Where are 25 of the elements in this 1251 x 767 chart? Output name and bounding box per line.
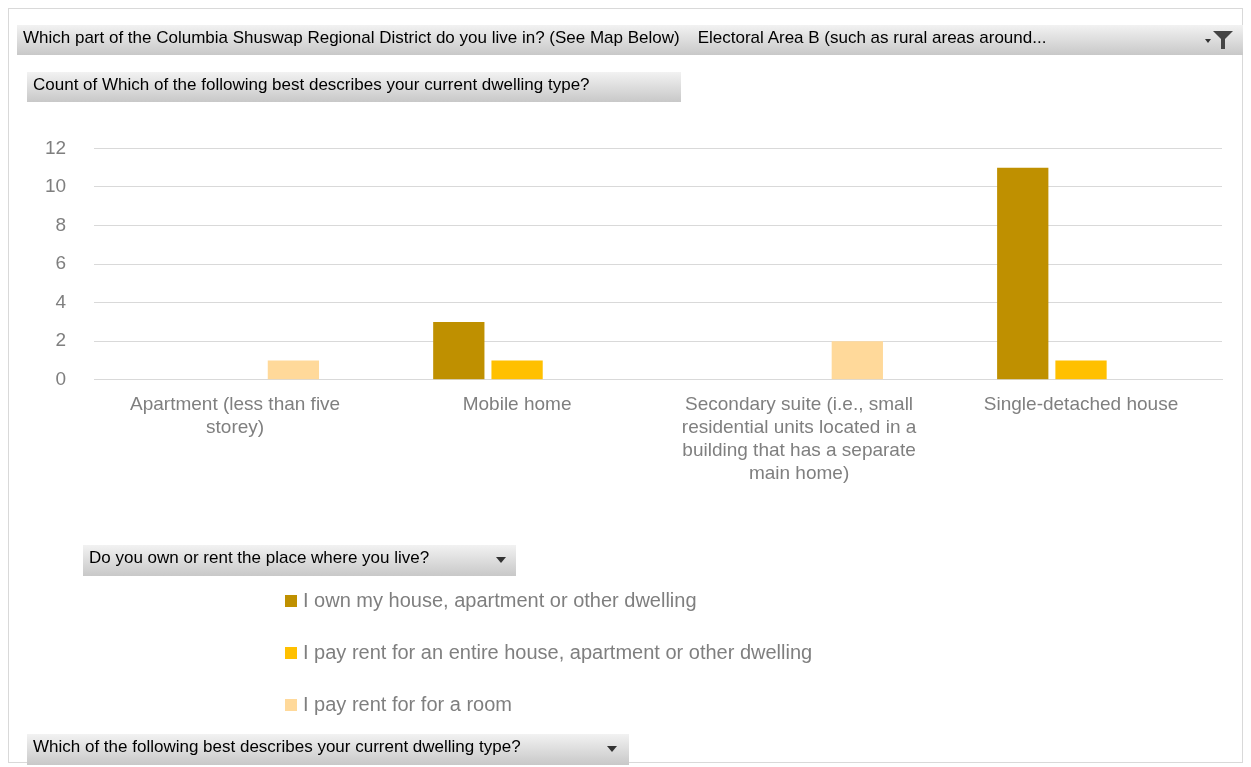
chart-title: Count of Which of the following best describes your current dwelling type?	[27, 72, 681, 102]
bar	[433, 321, 485, 380]
bar	[1055, 360, 1107, 380]
legend-title: Do you own or rent the place where you live?	[83, 545, 516, 576]
bar	[831, 341, 883, 380]
x-tick-label: Mobile home	[462, 393, 572, 415]
y-tick-label: 6	[55, 252, 67, 274]
legend-label: I own my house, apartment or other dwelling	[303, 589, 697, 612]
legend-label: I pay rent for for a room	[303, 693, 512, 716]
x-tick-label: Secondary suite (i.e., small residential units located in a building that has a separate main home)	[681, 393, 917, 483]
text: Electoral Area B (such as rural areas around...	[697, 28, 1047, 49]
y-tick-label: 2	[55, 329, 67, 351]
y-tick-label: 0	[55, 368, 67, 390]
y-tick-label: 4	[55, 290, 67, 312]
bar	[267, 360, 320, 380]
bar	[491, 360, 543, 380]
x-tick-label: Single-detached house	[983, 393, 1179, 415]
x-tick-label: Apartment (less than five storey)	[130, 393, 341, 438]
text: Which of the following best describes your current dwelling type?	[27, 734, 629, 765]
text: Which part of the Columbia Shuswap Regional District do you live in? (See Map Below)	[23, 28, 680, 49]
legend-label: I pay rent for an entire house, apartment or other dwelling	[303, 641, 813, 664]
y-tick-label: 12	[44, 136, 67, 158]
bar	[997, 167, 1049, 380]
y-tick-label: 8	[55, 213, 67, 235]
y-tick-label: 10	[44, 175, 67, 197]
